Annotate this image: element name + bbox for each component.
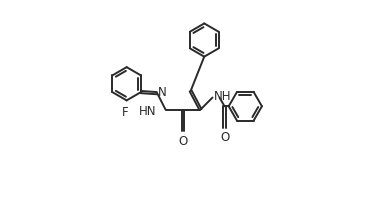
- Text: HN: HN: [139, 105, 156, 118]
- Text: O: O: [220, 131, 229, 144]
- Text: N: N: [158, 86, 167, 99]
- Text: O: O: [178, 135, 188, 148]
- Text: F: F: [122, 106, 129, 119]
- Text: NH: NH: [213, 90, 231, 103]
